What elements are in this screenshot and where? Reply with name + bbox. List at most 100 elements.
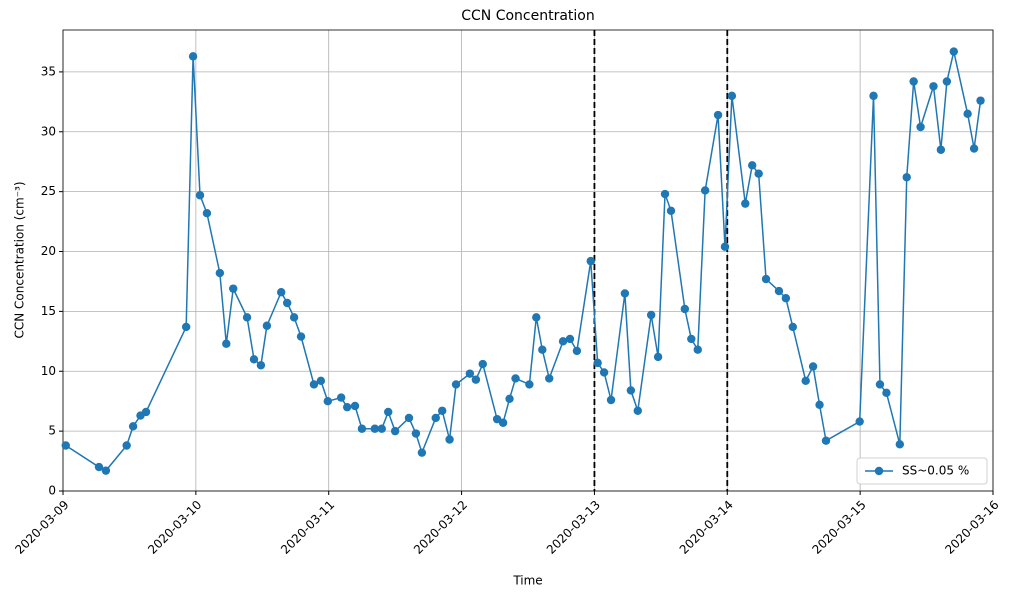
data-point	[511, 374, 520, 383]
data-point	[61, 441, 70, 450]
data-point	[680, 304, 690, 314]
data-point	[976, 96, 985, 105]
x-tick-label: 2020-03-14	[677, 498, 736, 557]
data-point	[902, 173, 911, 182]
data-point	[215, 268, 225, 278]
data-point	[895, 440, 905, 449]
data-point	[713, 110, 723, 120]
x-tick-label: 2020-03-16	[942, 498, 1001, 557]
series-line	[65, 51, 982, 472]
data-point	[465, 369, 475, 378]
data-point	[195, 191, 205, 200]
x-tick-label: 2020-03-15	[810, 498, 869, 557]
data-point	[693, 345, 702, 354]
data-point	[754, 169, 763, 178]
y-tick-label: 10	[41, 364, 56, 378]
data-point	[417, 448, 427, 457]
data-point	[336, 393, 346, 402]
x-tick-label: 2020-03-12	[411, 498, 470, 557]
data-point	[262, 321, 272, 330]
x-tick-label: 2020-03-13	[544, 498, 603, 557]
data-point	[323, 396, 332, 406]
data-point	[626, 386, 636, 395]
data-point	[963, 109, 972, 119]
legend-box	[856, 457, 988, 485]
data-point	[282, 298, 292, 308]
data-point	[916, 122, 925, 132]
data-point	[593, 358, 602, 368]
y-tick-label: 15	[41, 304, 56, 318]
data-point	[653, 352, 663, 362]
y-tick-label: 35	[41, 64, 56, 78]
data-point	[781, 294, 791, 303]
y-tick-label: 20	[41, 244, 56, 258]
data-point	[478, 359, 487, 369]
data-point	[727, 91, 737, 101]
data-point	[498, 418, 508, 427]
y-tick-label: 0	[48, 484, 56, 498]
data-point	[377, 424, 386, 433]
data-point	[437, 406, 447, 415]
data-point	[660, 189, 670, 199]
data-point	[128, 422, 138, 431]
data-point	[572, 346, 582, 356]
chart-title: CCN Concentration	[461, 8, 595, 24]
data-point	[316, 376, 326, 386]
data-point	[882, 388, 891, 398]
data-point	[586, 256, 595, 266]
data-point	[445, 435, 454, 444]
data-point	[122, 441, 131, 450]
data-point	[370, 424, 380, 433]
data-point	[256, 361, 266, 370]
data-point	[565, 334, 575, 344]
data-point	[666, 206, 676, 216]
data-point	[390, 426, 400, 436]
data-point	[229, 284, 238, 293]
data-point	[101, 466, 111, 475]
data-point	[451, 380, 461, 389]
data-point	[788, 322, 797, 332]
data-point	[384, 407, 393, 417]
data-point	[404, 413, 414, 423]
data-point	[289, 313, 299, 322]
data-point	[538, 345, 547, 354]
data-point	[558, 337, 568, 346]
data-point	[869, 91, 878, 101]
data-point	[606, 395, 616, 405]
data-point	[532, 313, 541, 322]
data-point	[687, 334, 696, 344]
data-point	[202, 209, 212, 218]
data-point	[309, 380, 319, 389]
data-point	[815, 400, 824, 409]
data-point	[909, 77, 918, 86]
data-point	[342, 402, 352, 412]
data-point	[431, 413, 440, 423]
data-point	[949, 47, 958, 56]
data-point	[942, 77, 952, 86]
data-point	[276, 288, 286, 297]
data-point	[181, 322, 191, 332]
data-point	[222, 339, 231, 348]
y-tick-label: 5	[48, 424, 56, 438]
data-point	[741, 199, 750, 208]
data-point	[350, 401, 360, 411]
y-tick-label: 25	[41, 184, 56, 198]
data-point	[94, 462, 104, 472]
data-point	[545, 374, 554, 383]
data-point	[620, 289, 630, 298]
data-point	[141, 407, 151, 417]
data-point	[249, 355, 259, 364]
data-point	[774, 286, 784, 296]
data-point	[801, 376, 810, 386]
data-point	[936, 145, 946, 154]
data-point	[599, 368, 609, 377]
data-point	[471, 375, 481, 384]
data-point	[633, 406, 642, 415]
data-point	[761, 274, 771, 284]
data-point	[357, 424, 367, 433]
data-point	[242, 313, 252, 322]
data-point	[720, 242, 730, 251]
data-point	[875, 380, 885, 389]
data-point	[855, 417, 864, 426]
